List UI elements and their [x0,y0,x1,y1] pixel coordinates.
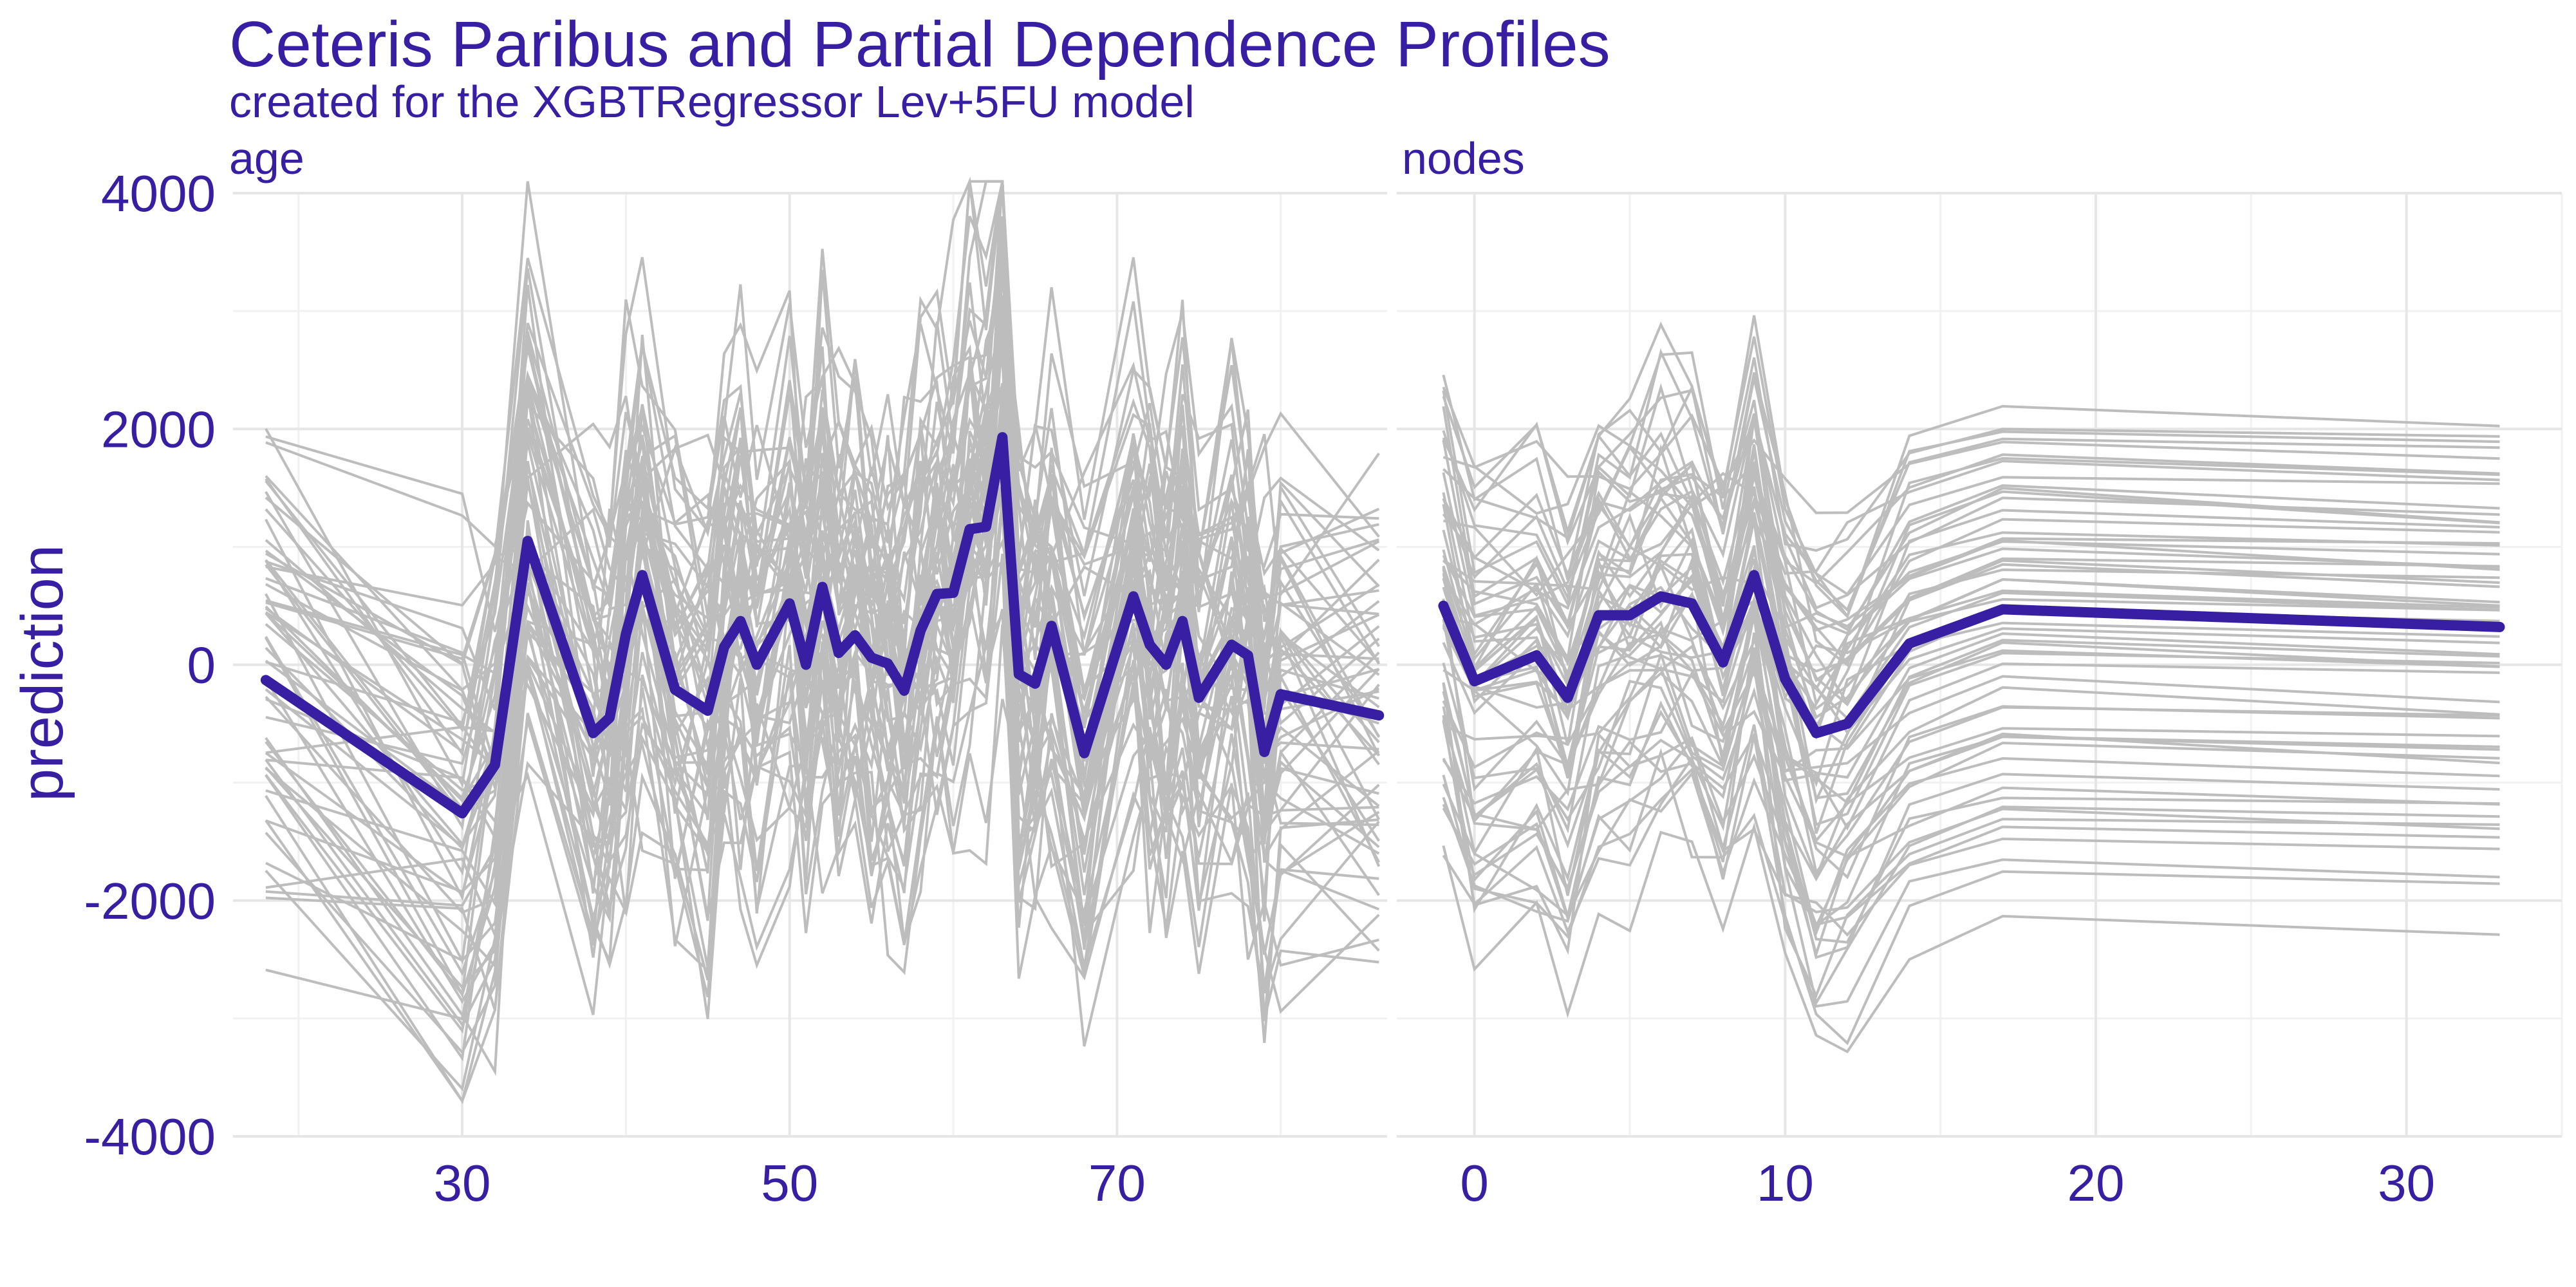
cp-profile-line [265,295,1380,583]
cp-profile-line [1442,670,2500,858]
y-tick-label: -2000 [84,872,216,930]
cp-profile-line [1442,413,2500,514]
cp-profile-line [1442,661,2500,882]
y-tick-label: -4000 [84,1108,216,1165]
y-tick-label: 0 [187,637,216,694]
cp-profile-line [1442,417,2500,805]
cp-profile-line [265,181,1380,754]
chart-title: Ceteris Paribus and Partial Dependence P… [229,8,1610,80]
cp-profile-line [265,609,1380,994]
cp-profile-line [1442,399,2500,730]
cp-profile-line [1442,529,2500,673]
cp-profile-line [1442,431,2500,575]
pdp-line [260,432,1385,819]
cp-profile-line [1442,767,2500,939]
cp-profile-line [1442,351,2500,552]
x-tick-label: 30 [2378,1154,2435,1212]
panel-nodes: 0 10 20 30 [1397,192,2563,1212]
cp-profile-line [1442,605,2500,827]
y-tick-label: 4000 [101,165,216,222]
x-tick-label: 50 [761,1154,818,1212]
cp-profile-line [1442,626,2500,773]
cp-profile-line [265,699,1380,1011]
cp-profile-line [265,414,1379,1055]
cp-profile-line [1442,822,2500,1054]
x-tick-label: 10 [1757,1154,1814,1212]
cp-profiles [1442,315,2500,1054]
cp-profile-line [265,181,1380,901]
cp-profile-line [1442,590,2500,881]
cp-profile-line [1442,462,2500,708]
x-tick-label: 30 [434,1154,491,1212]
pdp-line [1438,570,2505,738]
cp-profile-line [1442,736,2500,959]
cp-profile-line [1442,614,2500,930]
cp-profile-line [1442,771,2500,926]
cp-profile-line [1442,679,2500,937]
cp-profile-line [1442,415,2500,630]
cp-profile-line [265,301,1380,818]
y-tick-label: 2000 [101,400,216,458]
cp-profile-line [265,535,1380,963]
cp-profile-line [1442,382,2500,602]
cp-profile-line [1442,613,2500,876]
cp-profile-line [1442,461,2500,635]
cp-profile-line [1442,632,2500,944]
cp-profile-line [1442,578,2500,787]
chart-subtitle: created for the XGBTRegressor Lev+5FU mo… [229,77,1195,127]
cp-profile-line [1442,413,2500,706]
cp-profile-line [1442,735,2500,1046]
x-tick-label: 20 [2067,1154,2125,1212]
x-tick-label: 0 [1460,1154,1489,1212]
cp-profile-line [265,259,1379,661]
panel-age: 30 50 70 4000 2000 0 -2000 -4000 [84,165,1387,1212]
cp-profile-line [265,332,1380,619]
panel-label-age: age [229,133,304,183]
x-tick-label: 70 [1088,1154,1146,1212]
cp-profiles [265,176,1381,1104]
cp-profile-line [1442,336,2500,619]
panel-label-nodes: nodes [1402,133,1525,183]
cp-profile-line [1442,650,2500,849]
